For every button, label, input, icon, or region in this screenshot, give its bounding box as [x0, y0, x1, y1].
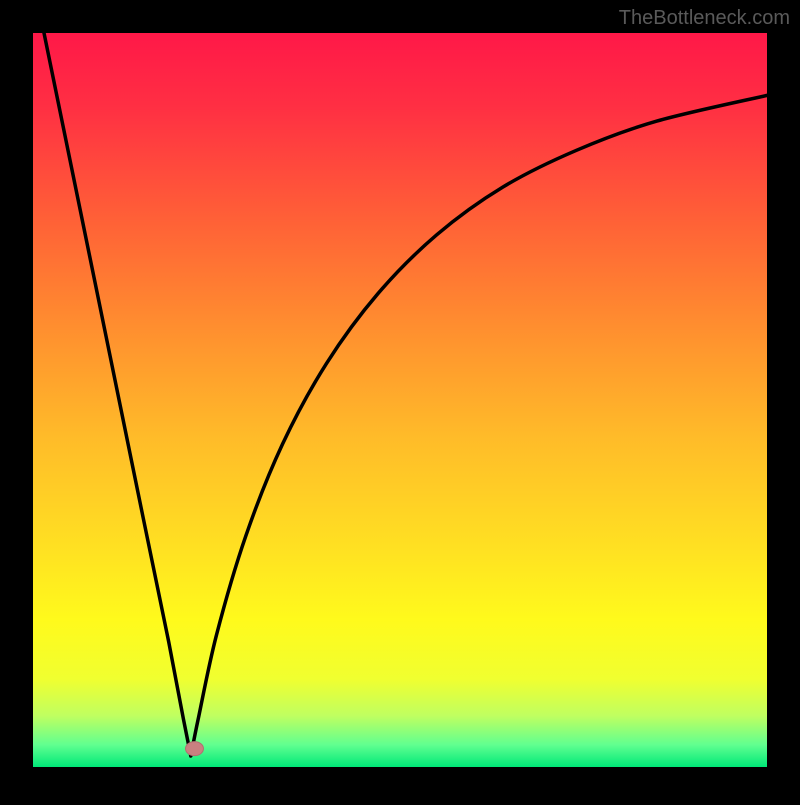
- bottleneck-chart: TheBottleneck.com: [0, 0, 800, 800]
- minimum-marker: [185, 742, 203, 756]
- plot-background: [33, 33, 767, 767]
- watermark-text: TheBottleneck.com: [619, 7, 790, 29]
